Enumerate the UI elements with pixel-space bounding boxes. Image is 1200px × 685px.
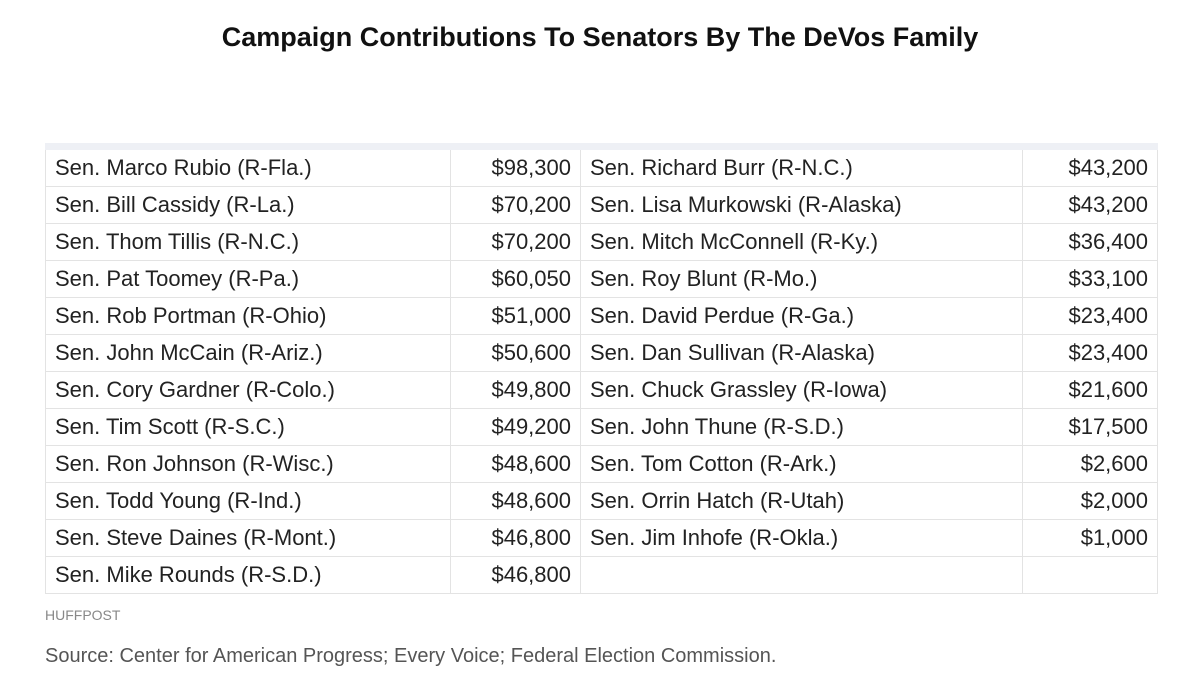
amount-cell: $43,200 [1022, 186, 1158, 224]
amount-cell: $43,200 [1022, 146, 1158, 187]
amount-cell: $48,600 [450, 445, 581, 483]
amount-cell: $98,300 [450, 146, 581, 187]
senator-cell: Sen. Marco Rubio (R-Fla.) [45, 146, 451, 187]
senator-cell: Sen. Ron Johnson (R-Wisc.) [45, 445, 451, 483]
senator-cell: Sen. Mitch McConnell (R-Ky.) [580, 223, 1023, 261]
amount-cell: $70,200 [450, 186, 581, 224]
amount-cell: $49,200 [450, 408, 581, 446]
empty-cell [1022, 556, 1158, 594]
amount-cell: $23,400 [1022, 297, 1158, 335]
amount-cell: $17,500 [1022, 408, 1158, 446]
table-row: Sen. Tim Scott (R-S.C.) $49,200 Sen. John … [45, 408, 1158, 446]
amount-cell: $51,000 [450, 297, 581, 335]
senator-cell: Sen. John McCain (R-Ariz.) [45, 334, 451, 372]
table-row: Sen. Pat Toomey (R-Pa.) $60,050 Sen. Roy B… [45, 260, 1158, 298]
senator-cell: Sen. Richard Burr (R-N.C.) [580, 146, 1023, 187]
senator-cell: Sen. Bill Cassidy (R-La.) [45, 186, 451, 224]
table-row: Sen. Thom Tillis (R-N.C.) $70,200 Sen. Mit… [45, 223, 1158, 261]
senator-cell: Sen. Lisa Murkowski (R-Alaska) [580, 186, 1023, 224]
table-row: Sen. Ron Johnson (R-Wisc.) $48,600 Sen. To… [45, 445, 1158, 483]
source-note: Source: Center for American Progress; Ev… [45, 645, 777, 667]
amount-cell: $33,100 [1022, 260, 1158, 298]
table-body: Sen. Marco Rubio (R-Fla.) $98,300 Sen. Ric… [45, 146, 1158, 594]
senator-cell: Sen. Chuck Grassley (R-Iowa) [580, 371, 1023, 409]
contributions-table: Sen. Marco Rubio (R-Fla.) $98,300 Sen. Ric… [45, 143, 1158, 594]
senator-cell: Sen. David Perdue (R-Ga.) [580, 297, 1023, 335]
senator-cell: Sen. Roy Blunt (R-Mo.) [580, 260, 1023, 298]
senator-cell: Sen. Dan Sullivan (R-Alaska) [580, 334, 1023, 372]
senator-cell: Sen. Tim Scott (R-S.C.) [45, 408, 451, 446]
table-row: Sen. Marco Rubio (R-Fla.) $98,300 Sen. Ric… [45, 146, 1158, 187]
senator-cell: Sen. Cory Gardner (R-Colo.) [45, 371, 451, 409]
amount-cell: $60,050 [450, 260, 581, 298]
senator-cell: Sen. Todd Young (R-Ind.) [45, 482, 451, 520]
amount-cell: $21,600 [1022, 371, 1158, 409]
table-row: Sen. Steve Daines (R-Mont.) $46,800 Sen. J… [45, 519, 1158, 557]
amount-cell: $36,400 [1022, 223, 1158, 261]
senator-cell: Sen. Orrin Hatch (R-Utah) [580, 482, 1023, 520]
amount-cell: $70,200 [450, 223, 581, 261]
table-row: Sen. John McCain (R-Ariz.) $50,600 Sen. Da… [45, 334, 1158, 372]
senator-cell: Sen. Steve Daines (R-Mont.) [45, 519, 451, 557]
amount-cell: $46,800 [450, 556, 581, 594]
amount-cell: $2,000 [1022, 482, 1158, 520]
amount-cell: $46,800 [450, 519, 581, 557]
table-row: Sen. Cory Gardner (R-Colo.) $49,800 Sen. C… [45, 371, 1158, 409]
table-row: Sen. Mike Rounds (R-S.D.) $46,800 [45, 556, 1158, 594]
amount-cell: $48,600 [450, 482, 581, 520]
senator-cell: Sen. Jim Inhofe (R-Okla.) [580, 519, 1023, 557]
table-row: Sen. Rob Portman (R-Ohio) $51,000 Sen. Dav… [45, 297, 1158, 335]
amount-cell: $1,000 [1022, 519, 1158, 557]
senator-cell: Sen. Pat Toomey (R-Pa.) [45, 260, 451, 298]
senator-cell: Sen. John Thune (R-S.D.) [580, 408, 1023, 446]
amount-cell: $49,800 [450, 371, 581, 409]
table-row: Sen. Bill Cassidy (R-La.) $70,200 Sen. Lis… [45, 186, 1158, 224]
amount-cell: $23,400 [1022, 334, 1158, 372]
title: Campaign Contributions To Senators By Th… [221, 22, 979, 52]
senator-cell: Sen. Tom Cotton (R-Ark.) [580, 445, 1023, 483]
brand: HUFFPOST [45, 607, 121, 623]
amount-cell: $2,600 [1022, 445, 1158, 483]
amount-cell: $50,600 [450, 334, 581, 372]
empty-cell [580, 556, 1023, 594]
senator-cell: Sen. Mike Rounds (R-S.D.) [45, 556, 451, 594]
senator-cell: Sen. Rob Portman (R-Ohio) [45, 297, 451, 335]
table-row: Sen. Todd Young (R-Ind.) $48,600 Sen. Orri… [45, 482, 1158, 520]
senator-cell: Sen. Thom Tillis (R-N.C.) [45, 223, 451, 261]
